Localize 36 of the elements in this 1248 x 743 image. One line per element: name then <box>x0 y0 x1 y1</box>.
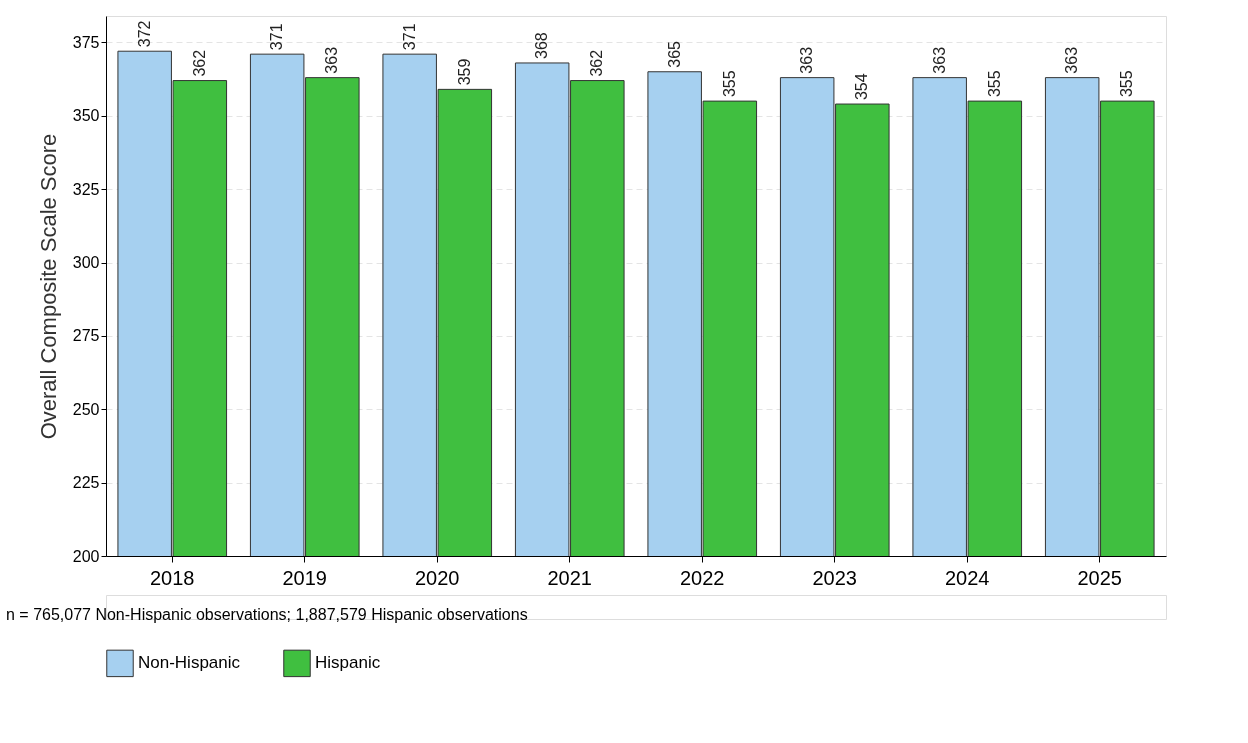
data-label: 355 <box>720 70 738 98</box>
data-label: 363 <box>798 46 816 74</box>
y-tick-label: 375 <box>72 33 100 51</box>
legend-label: Non-Hispanic <box>138 653 241 673</box>
x-tick-label: 2024 <box>945 566 990 589</box>
data-label: 355 <box>985 70 1003 98</box>
legend-label: Hispanic <box>315 653 381 673</box>
data-label: 371 <box>400 23 418 51</box>
data-label: 363 <box>930 46 948 74</box>
data-label: 372 <box>135 20 153 48</box>
x-tick-label: 2020 <box>415 566 460 589</box>
y-tick-label: 225 <box>72 474 100 492</box>
x-tick-label: 2025 <box>1077 566 1122 589</box>
y-tick-label: 300 <box>72 254 100 272</box>
x-tick-label: 2022 <box>680 566 725 589</box>
x-tick-label: 2019 <box>282 566 327 589</box>
y-tick-label: 350 <box>72 107 100 125</box>
text: n = 765,077 Non-Hispanic observations; 1,887,579 Hispanic observations <box>6 606 528 623</box>
data-label: 368 <box>533 32 551 59</box>
data-label: 359 <box>455 58 473 86</box>
y-tick-label: 250 <box>72 400 100 418</box>
y-tick-label: 275 <box>72 327 100 345</box>
y-tick-label: 325 <box>72 180 100 198</box>
data-label: 371 <box>268 23 286 51</box>
data-label: 363 <box>323 46 341 74</box>
data-label: 362 <box>588 49 606 77</box>
x-tick-label: 2021 <box>547 566 592 589</box>
y-tick-label: 200 <box>72 547 100 565</box>
data-label: 365 <box>665 40 683 68</box>
y-axis-title: Overall Composite Scale Score <box>35 133 61 440</box>
data-label: 363 <box>1063 46 1081 74</box>
data-label: 354 <box>853 73 871 101</box>
data-label: 362 <box>190 49 208 77</box>
x-tick-label: 2023 <box>812 566 857 589</box>
x-tick-label: 2018 <box>150 566 195 589</box>
data-label: 355 <box>1118 70 1136 98</box>
